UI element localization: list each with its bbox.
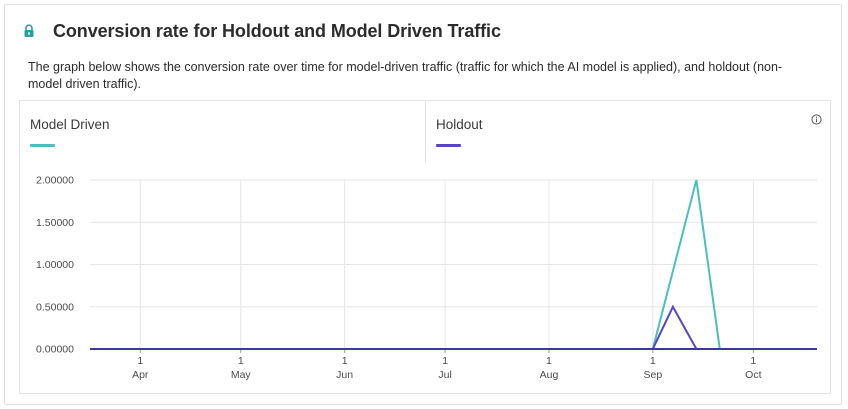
y-tick-label: 2.00000 [36,175,74,187]
x-tick-day-label: 1 [650,355,656,367]
x-tick-day-label: 1 [750,355,756,367]
y-tick-label: 0.50000 [36,301,74,313]
legend-swatch-model-driven [30,144,55,147]
x-tick-day-label: 1 [442,355,448,367]
x-tick-month-label: Aug [540,369,559,381]
x-tick-month-label: Apr [132,369,149,381]
x-tick-month-label: Sep [643,369,662,381]
x-tick-day-label: 1 [342,355,348,367]
line-chart: 0.00000 0.50000 1.00000 1.50000 2.00000 1 Apr 1… [36,175,817,381]
legend-item-holdout[interactable]: Holdout [426,101,786,163]
chart-description: The graph below shows the conversion rat… [28,60,783,91]
x-tick-month-label: Jun [336,369,353,381]
x-tick-month-label: Oct [745,369,761,381]
chart-panel: Model Driven Holdout 0.00000 0.50000 1.000… [19,100,831,394]
card-title: Conversion rate for Holdout and Model Dr… [53,20,501,41]
y-tick-label: 1.50000 [36,217,74,229]
legend-swatch-holdout [436,144,461,147]
x-tick-day-label: 1 [546,355,552,367]
x-tick-month-label: May [231,369,252,381]
chart-card: Conversion rate for Holdout and Model Dr… [4,4,842,405]
lock-icon [23,24,35,38]
legend-item-model-driven[interactable]: Model Driven [20,101,426,163]
legend-label-holdout: Holdout [436,117,483,132]
legend-label-model-driven: Model Driven [30,117,110,132]
x-tick-day-label: 1 [137,355,143,367]
series-line-holdout [90,304,817,350]
x-tick-day-label: 1 [238,355,244,367]
y-tick-label: 1.00000 [36,259,74,271]
info-icon[interactable] [811,112,822,125]
x-tick-month-label: Jul [438,369,451,381]
card-header: Conversion rate for Holdout and Model Dr… [23,19,501,43]
y-tick-label: 0.00000 [36,344,74,356]
